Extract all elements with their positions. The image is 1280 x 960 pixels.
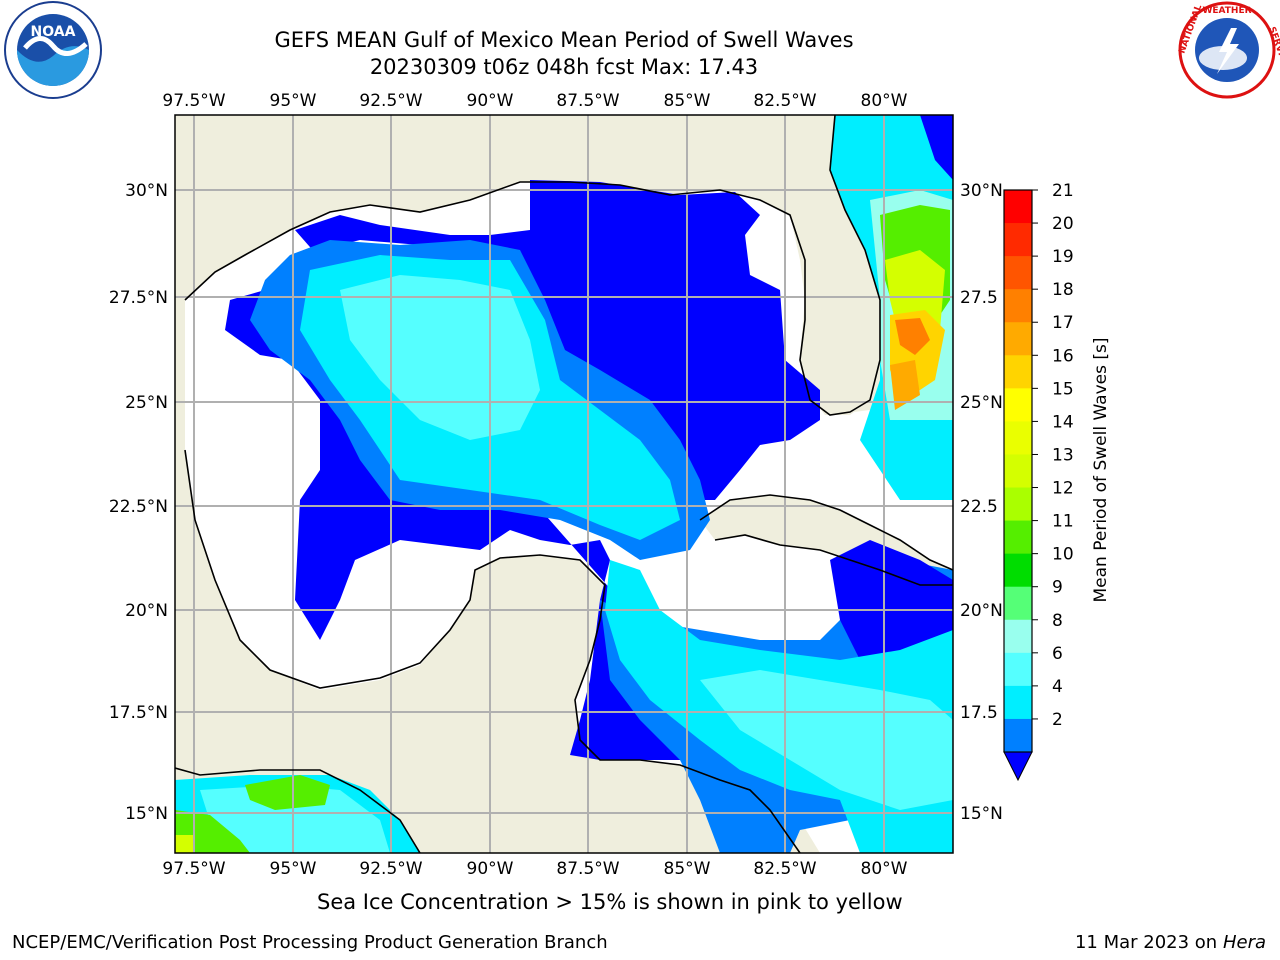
- colorbar-tick-label: 16: [1052, 346, 1074, 366]
- lat-tick-label: 27.5: [960, 288, 998, 308]
- lat-tick-label: 30°N: [125, 181, 168, 201]
- colorbar-tick-label: 20: [1052, 214, 1074, 234]
- svg-text:NOAA: NOAA: [31, 24, 76, 40]
- colorbar-segment: [1004, 322, 1032, 356]
- lon-tick-label: 87.5°W: [556, 91, 619, 111]
- colorbar-tick-label: 4: [1052, 677, 1063, 697]
- graticule: [175, 115, 953, 853]
- lon-tick-label: 87.5°W: [556, 859, 619, 879]
- map-frame: [174, 114, 954, 854]
- colorbar-segment: [1004, 487, 1032, 522]
- date-text: 11 Mar 2023 on Hera: [1075, 932, 1266, 953]
- lon-tick-label: 80°W: [861, 859, 908, 879]
- date-label: 11 Mar 2023 on: [1074, 932, 1218, 953]
- colorbar-segment: [1004, 553, 1032, 588]
- map-subtitle: 20230309 t06z 048h fcst Max: 17.43: [369, 55, 759, 79]
- colorbar-tick-label: 21: [1052, 181, 1074, 201]
- colorbar-tick-label: 2: [1052, 710, 1063, 730]
- lon-tick-label: 95°W: [270, 859, 317, 879]
- lon-tick-label: 85°W: [664, 91, 711, 111]
- colorbar-tick-label: 11: [1052, 512, 1074, 532]
- colorbar-tick-label: 6: [1052, 644, 1063, 664]
- colorbar-extend-arrow: [1003, 751, 1033, 782]
- lon-tick-label: 92.5°W: [359, 91, 422, 111]
- colorbar-tick-label: 19: [1052, 247, 1074, 267]
- lat-tick-label: 20°N: [960, 601, 1003, 621]
- colorbar-segment: [1004, 421, 1032, 455]
- lon-tick-label: 97.5°W: [162, 91, 225, 111]
- colorbar-tick-label: 9: [1052, 578, 1063, 598]
- colorbar-tick-label: 15: [1052, 379, 1074, 399]
- colorbar-segment: [1004, 388, 1032, 422]
- lon-tick-label: 95°W: [270, 91, 317, 111]
- lon-ticks-bottom: 97.5°W 95°W 92.5°W 90°W 87.5°W 85°W 82.5°W 80°W: [162, 859, 907, 879]
- lat-tick-label: 17.5°N: [109, 703, 168, 723]
- lat-tick-label: 25°N: [960, 393, 1003, 413]
- colorbar-segment: [1004, 520, 1032, 555]
- colorbar: 21 20 19 18 17 16 15 14 13 12 11 10 9 8 6 4 2: [1003, 181, 1074, 782]
- colorbar-segment: [1004, 718, 1032, 753]
- lon-tick-label: 80°W: [861, 91, 908, 111]
- lat-tick-label: 25°N: [125, 393, 168, 413]
- colorbar-segment: [1004, 454, 1032, 489]
- colorbar-tick-label: 18: [1052, 280, 1074, 300]
- colorbar-segment: [1004, 289, 1032, 323]
- colorbar-tick-label: 17: [1052, 313, 1074, 333]
- lat-tick-label: 22.5: [960, 497, 998, 517]
- lat-tick-label: 15°N: [960, 804, 1003, 824]
- noaa-logo: NOAA: [4, 1, 102, 99]
- colorbar-segment: [1004, 190, 1032, 224]
- lon-tick-label: 90°W: [467, 91, 514, 111]
- host-name: Hera: [1222, 932, 1266, 953]
- map-area: [175, 115, 953, 853]
- colorbar-segment: [1004, 652, 1032, 687]
- colorbar-tick-label: 8: [1052, 611, 1063, 631]
- lat-tick-label: 17.5: [960, 703, 998, 723]
- lon-tick-label: 90°W: [467, 859, 514, 879]
- lon-ticks-top: 97.5°W 95°W 92.5°W 90°W 87.5°W 85°W 82.5°W 80°W: [162, 91, 907, 111]
- lat-tick-label: 22.5°N: [109, 497, 168, 517]
- lon-tick-label: 82.5°W: [753, 859, 816, 879]
- map-title: GEFS MEAN Gulf of Mexico Mean Period of …: [274, 28, 854, 52]
- lat-tick-label: 30°N: [960, 181, 1003, 201]
- svg-text:WEATHER: WEATHER: [1202, 6, 1251, 16]
- colorbar-segment: [1004, 619, 1032, 654]
- lat-tick-label: 20°N: [125, 601, 168, 621]
- nws-logo: WEATHER NATIONAL SERVICE: [1177, 1, 1280, 99]
- colorbar-segment: [1004, 256, 1032, 290]
- credit-text: NCEP/EMC/Verification Post Processing Pr…: [12, 932, 608, 953]
- colorbar-segment: [1004, 223, 1032, 257]
- sea-ice-note: Sea Ice Concentration > 15% is shown in …: [317, 890, 903, 914]
- colorbar-segment: [1004, 586, 1032, 621]
- lon-tick-label: 85°W: [664, 859, 711, 879]
- lon-tick-label: 97.5°W: [162, 859, 225, 879]
- colorbar-frame: [1003, 189, 1033, 753]
- coastline: [175, 115, 953, 853]
- colorbar-tick-label: 10: [1052, 545, 1074, 565]
- lat-tick-label: 15°N: [125, 804, 168, 824]
- lon-tick-label: 82.5°W: [753, 91, 816, 111]
- colorbar-segment: [1004, 685, 1032, 720]
- colorbar-label: Mean Period of Swell Waves [s]: [1091, 338, 1111, 603]
- lat-ticks-right: 30°N 27.5 25°N 22.5 20°N 17.5 15°N: [960, 181, 1003, 824]
- colorbar-tick-label: 12: [1052, 479, 1074, 499]
- colorbar-segment: [1004, 355, 1032, 389]
- lat-ticks-left: 30°N 27.5°N 25°N 22.5°N 20°N 17.5°N 15°N: [109, 181, 168, 824]
- colorbar-tick-label: 14: [1052, 412, 1074, 432]
- lat-tick-label: 27.5°N: [109, 288, 168, 308]
- colorbar-tick-label: 13: [1052, 445, 1074, 465]
- lon-tick-label: 92.5°W: [359, 859, 422, 879]
